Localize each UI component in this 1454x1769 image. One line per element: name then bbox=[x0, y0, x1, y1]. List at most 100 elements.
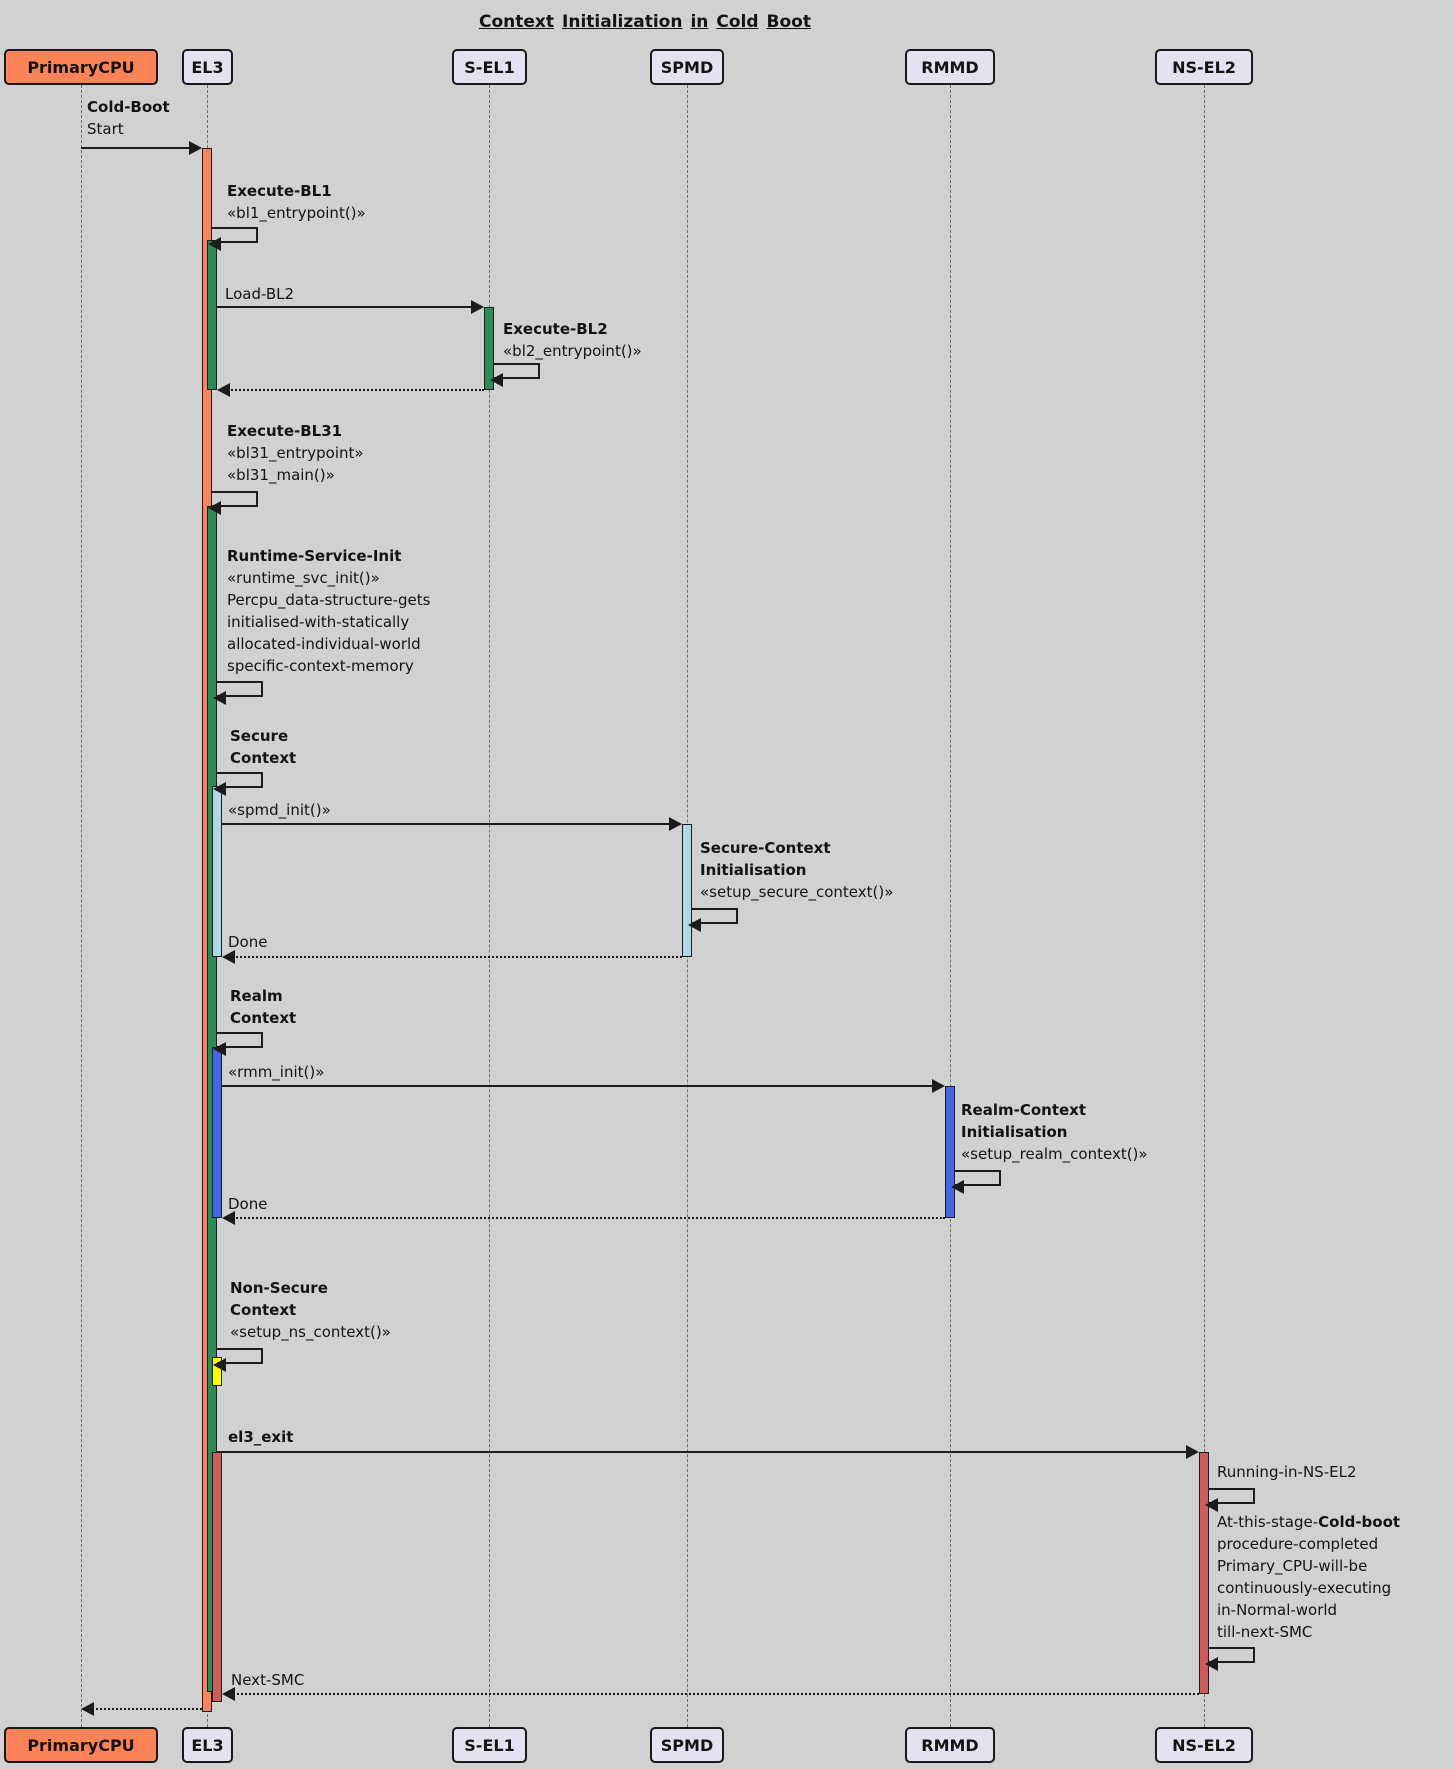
self-arrowhead-setup-secure-context bbox=[688, 918, 701, 932]
self-arrowhead-setup-realm-context bbox=[951, 1180, 964, 1194]
label-setup-realm-context: «setup_realm_context()» bbox=[961, 1145, 1148, 1163]
self-call-execute-bl2 bbox=[490, 363, 540, 387]
arrowhead-cold-boot-start bbox=[189, 141, 202, 155]
label-running-in-ns-el2: Running-in-NS-EL2 bbox=[1217, 1463, 1357, 1481]
label-till-next-smc: till-next-SMC bbox=[1217, 1623, 1313, 1641]
label-runtime-note1: Percpu_data-structure-gets bbox=[227, 591, 431, 609]
label-runtime-note4: specific-context-memory bbox=[227, 657, 414, 675]
label-done-rmmd: Done bbox=[228, 1195, 268, 1213]
self-call-till-next-smc bbox=[1205, 1647, 1255, 1671]
label-at-this-stage: At-this-stage- bbox=[1217, 1513, 1319, 1531]
label-el3-exit: el3_exit bbox=[228, 1428, 294, 1446]
activation-el3-realm bbox=[212, 1047, 222, 1218]
label-execute-bl31: Execute-BL31 «bl31_entrypoint» «bl31_mai… bbox=[227, 420, 364, 486]
label-cold-boot-complete: At-this-stage-Cold-boot procedure-comple… bbox=[1217, 1511, 1400, 1643]
label-secure-context-init-line1: Secure-Context bbox=[700, 839, 831, 857]
arrowhead-next-smc bbox=[222, 1687, 235, 1701]
arrow-cold-boot-start bbox=[81, 147, 191, 149]
self-arrowhead-secure-context bbox=[213, 782, 226, 796]
label-runtime-service-init: Runtime-Service-Init «runtime_svc_init()… bbox=[227, 545, 430, 677]
arrowhead-el3-exit bbox=[1186, 1445, 1199, 1459]
label-rmm-init: «rmm_init()» bbox=[228, 1063, 325, 1081]
lifeline-ns-el2 bbox=[1204, 85, 1205, 1727]
activation-s-el1-bl2 bbox=[484, 307, 494, 390]
label-runtime-svc-init: «runtime_svc_init()» bbox=[227, 569, 380, 587]
diagram-title: Context Initialization in Cold Boot bbox=[0, 12, 1290, 32]
label-realm-context-init: Realm-Context Initialisation «setup_real… bbox=[961, 1099, 1148, 1165]
diagram-title-word: Context bbox=[479, 12, 555, 32]
label-execute-bl2: Execute-BL2 «bl2_entrypoint()» bbox=[503, 318, 642, 362]
lifeline-rmmd bbox=[950, 85, 951, 1727]
label-cold-boot-bold: Cold-boot bbox=[1318, 1513, 1401, 1531]
diagram-title-word: Initialization bbox=[562, 12, 683, 32]
self-call-setup-secure-context bbox=[688, 908, 738, 932]
activation-rmmd bbox=[945, 1086, 955, 1218]
participant-s-el1-top: S-EL1 bbox=[452, 49, 527, 85]
arrow-return-primarycpu bbox=[92, 1708, 202, 1710]
label-load-bl2: Load-BL2 bbox=[225, 285, 295, 303]
participant-ns-el2-top: NS-EL2 bbox=[1155, 49, 1253, 85]
participant-ns-el2-bottom: NS-EL2 bbox=[1155, 1727, 1253, 1763]
label-non-secure: Non-Secure bbox=[230, 1279, 328, 1297]
arrowhead-return-primarycpu bbox=[81, 1702, 94, 1716]
label-execute-bl2-title: Execute-BL2 bbox=[503, 320, 608, 338]
participant-el3-bottom: EL3 bbox=[182, 1727, 233, 1763]
participant-rmmd-bottom: RMMD bbox=[905, 1727, 995, 1763]
label-procedure-completed: procedure-completed bbox=[1217, 1535, 1379, 1553]
arrowhead-return-bl2 bbox=[217, 383, 230, 397]
self-call-running-ns-el2 bbox=[1205, 1488, 1255, 1512]
self-call-realm-context bbox=[213, 1032, 263, 1056]
arrow-return-bl2 bbox=[228, 389, 484, 391]
label-execute-bl31-title: Execute-BL31 bbox=[227, 422, 343, 440]
label-secure: Secure bbox=[230, 727, 289, 745]
participant-spmd-bottom: SPMD bbox=[650, 1727, 724, 1763]
diagram-title-word: in bbox=[690, 12, 709, 32]
arrowhead-spmd-init bbox=[669, 817, 682, 831]
label-runtime-note2: initialised-with-statically bbox=[227, 613, 410, 631]
self-arrowhead-runtime-svc-init bbox=[213, 691, 226, 705]
self-call-execute-bl31 bbox=[208, 491, 258, 515]
label-cold-boot-complete-line1: At-this-stage-Cold-boot bbox=[1217, 1511, 1400, 1533]
self-arrowhead-execute-bl1 bbox=[208, 237, 221, 251]
label-in-normal-world: in-Normal-world bbox=[1217, 1601, 1338, 1619]
participant-spmd-top: SPMD bbox=[650, 49, 724, 85]
arrow-next-smc bbox=[233, 1693, 1199, 1695]
self-arrowhead-running-ns-el2 bbox=[1205, 1498, 1218, 1512]
self-call-runtime-svc-init bbox=[213, 681, 263, 705]
label-cold-boot: Cold-Boot bbox=[87, 98, 170, 116]
activation-el3-green-bl1 bbox=[207, 240, 217, 390]
arrow-load-bl2 bbox=[217, 306, 473, 308]
label-secure-context-init: Secure-Context Initialisation «setup_sec… bbox=[700, 837, 893, 903]
self-call-setup-realm-context bbox=[951, 1170, 1001, 1194]
label-setup-secure-context: «setup_secure_context()» bbox=[700, 883, 894, 901]
activation-el3-secure bbox=[212, 786, 222, 957]
label-realm-context-init-line1: Realm-Context bbox=[961, 1101, 1087, 1119]
activation-ns-el2 bbox=[1199, 1452, 1209, 1694]
self-arrowhead-execute-bl31 bbox=[208, 501, 221, 515]
label-secure-context-line2: Context bbox=[230, 749, 297, 767]
label-setup-ns-context: «setup_ns_context()» bbox=[230, 1323, 391, 1341]
lifeline-primarycpu bbox=[81, 85, 82, 1727]
label-secure-context: Secure Context bbox=[230, 725, 296, 769]
label-non-secure-context: Non-Secure Context «setup_ns_context()» bbox=[230, 1277, 391, 1343]
self-arrowhead-setup-ns-context bbox=[213, 1358, 226, 1372]
participant-primarycpu-top: PrimaryCPU bbox=[4, 49, 158, 85]
arrowhead-load-bl2 bbox=[471, 300, 484, 314]
label-realm: Realm bbox=[230, 987, 283, 1005]
self-call-secure-context bbox=[213, 772, 263, 796]
participant-el3-top: EL3 bbox=[182, 49, 233, 85]
label-bl2-entrypoint: «bl2_entrypoint()» bbox=[503, 342, 642, 360]
label-non-secure-context-line2: Context bbox=[230, 1301, 297, 1319]
lifeline-s-el1 bbox=[489, 85, 490, 1727]
self-call-setup-ns-context bbox=[213, 1348, 263, 1372]
arrow-spmd-init bbox=[222, 823, 671, 825]
self-arrowhead-execute-bl2 bbox=[490, 373, 503, 387]
label-runtime-note3: allocated-individual-world bbox=[227, 635, 421, 653]
diagram-title-word: Cold bbox=[716, 12, 759, 32]
arrowhead-done-rmmd bbox=[222, 1211, 235, 1225]
arrowhead-rmm-init bbox=[932, 1079, 945, 1093]
label-execute-bl1: Execute-BL1 «bl1_entrypoint()» bbox=[227, 180, 366, 224]
activation-spmd bbox=[682, 824, 692, 957]
participant-primarycpu-bottom: PrimaryCPU bbox=[4, 1727, 158, 1763]
